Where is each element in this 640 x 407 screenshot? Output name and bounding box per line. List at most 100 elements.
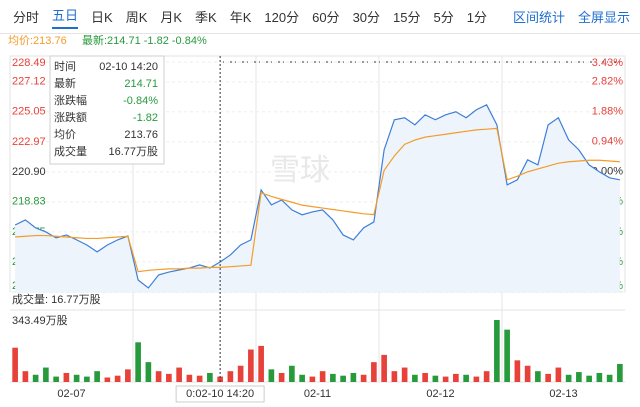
tooltip-value: 213.76 xyxy=(124,129,158,141)
volume-bar xyxy=(330,373,336,382)
volume-bar xyxy=(483,371,490,382)
volume-bar xyxy=(504,329,510,382)
volume-bar xyxy=(412,374,418,382)
tooltip-key: 最新 xyxy=(54,76,76,90)
volume-bar xyxy=(43,367,49,382)
tooltip-value: 16.77万股 xyxy=(108,145,158,158)
header-avg: 均价:213.76 xyxy=(8,34,67,47)
tab[interactable]: 日K xyxy=(91,10,113,25)
volume-bar xyxy=(442,376,449,382)
volume-bar xyxy=(381,354,387,382)
volume-bar xyxy=(422,372,428,382)
tooltip-value: 214.71 xyxy=(124,78,158,90)
volume-bar xyxy=(617,363,623,382)
watermark: 雪球 xyxy=(270,154,330,187)
price-area xyxy=(15,104,620,292)
tab[interactable]: 15分 xyxy=(393,10,421,25)
tab-bar: 分时 五日 日K 周K 月K 季K 年K 120分 60分 30分 15分 5分 1分 区间统计 全屏显示 xyxy=(0,0,640,34)
volume-bar xyxy=(196,375,203,382)
volume-bar xyxy=(473,376,480,382)
volume-bar xyxy=(555,367,562,382)
volume-bar xyxy=(299,374,305,382)
volume-bar xyxy=(432,375,439,382)
volume-bar xyxy=(514,360,521,382)
volume-bar xyxy=(237,365,244,382)
x-tick-label: 02-11 xyxy=(304,388,331,400)
tab[interactable]: 季K xyxy=(195,10,217,25)
series-line xyxy=(15,127,620,273)
volume-bar xyxy=(94,371,100,382)
volume-bar xyxy=(166,373,172,382)
volume-bar xyxy=(535,371,541,382)
volume-bar xyxy=(596,372,603,382)
y-tick-label: 228.49 xyxy=(12,57,46,69)
volume-bar xyxy=(32,374,39,382)
volume-bar xyxy=(289,365,295,382)
volume-bar xyxy=(371,362,377,382)
volume-bar xyxy=(340,375,346,382)
y-tick-label: 225.05 xyxy=(12,106,46,118)
volume-bar xyxy=(494,320,500,382)
volume-bar xyxy=(186,374,193,382)
tab[interactable]: 60分 xyxy=(312,10,340,25)
crosshair-label: 0:02-10 14:20 xyxy=(186,388,254,400)
volume-bar xyxy=(114,375,121,382)
y-tick-label: 218.83 xyxy=(12,196,46,208)
tab[interactable]: 1分 xyxy=(466,10,487,25)
y-tick-label: 220.90 xyxy=(12,166,46,178)
volume-bar xyxy=(350,372,357,382)
tab[interactable]: 年K xyxy=(229,10,252,25)
volume-bar xyxy=(391,371,398,382)
y2-tick-label: 0.94% xyxy=(592,136,623,148)
volume-bar xyxy=(227,371,234,382)
volume-bar xyxy=(63,372,70,382)
volume-bar xyxy=(53,376,59,382)
tooltip xyxy=(49,55,165,165)
volume-bar xyxy=(104,377,111,382)
volume-bar xyxy=(73,374,80,382)
volume-bar xyxy=(258,345,264,382)
tooltip-key: 时间 xyxy=(54,60,76,73)
tooltip-key: 涨跌额 xyxy=(54,110,87,124)
volume-bar xyxy=(524,365,531,382)
volume-bar xyxy=(360,374,367,382)
tab[interactable]: 120分 xyxy=(264,10,300,25)
y-tick-label: 227.12 xyxy=(12,76,46,88)
volume-bar xyxy=(453,373,459,382)
tooltip-key: 均价 xyxy=(54,128,76,141)
volume-bar xyxy=(22,371,29,382)
volume-label: 成交量: 16.77万股 xyxy=(12,292,101,306)
volume-bar xyxy=(576,372,582,382)
tooltip-key: 成交量 xyxy=(54,144,87,158)
volume-bar xyxy=(565,374,572,382)
volume-bar xyxy=(12,347,18,382)
volume-bar xyxy=(268,369,275,382)
tab[interactable]: 30分 xyxy=(352,10,381,25)
volume-bar xyxy=(463,374,469,382)
header-latest: 最新:214.71 -1.82 -0.84% xyxy=(82,33,207,47)
x-tick-label: 02-13 xyxy=(549,388,577,400)
volume-bar xyxy=(125,369,131,382)
x-tick-label: 02-12 xyxy=(426,388,454,400)
volume-bar xyxy=(207,372,213,382)
volume-bar xyxy=(319,371,326,382)
tab[interactable]: 五日 xyxy=(52,5,79,29)
y2-tick-label: 1.88% xyxy=(592,105,623,117)
tooltip-value: -1.82 xyxy=(133,112,158,124)
volume-bar xyxy=(309,376,316,382)
volume-bar xyxy=(135,342,141,382)
tab[interactable]: 周K xyxy=(125,10,148,25)
tab[interactable]: 月K xyxy=(160,10,183,25)
y2-tick-label: 3.43% xyxy=(592,57,623,69)
action[interactable]: 全屏显示 xyxy=(577,10,630,25)
tab[interactable]: 5分 xyxy=(433,10,454,25)
tooltip-value: -0.84% xyxy=(123,95,158,107)
tab[interactable]: 分时 xyxy=(13,10,40,25)
volume-bar xyxy=(606,374,613,382)
action[interactable]: 区间统计 xyxy=(512,10,565,25)
y2-tick-label: 2.82% xyxy=(592,75,623,87)
x-tick-label: 02-07 xyxy=(57,388,85,400)
volume-bar xyxy=(84,376,90,382)
volume-bar xyxy=(586,375,592,382)
